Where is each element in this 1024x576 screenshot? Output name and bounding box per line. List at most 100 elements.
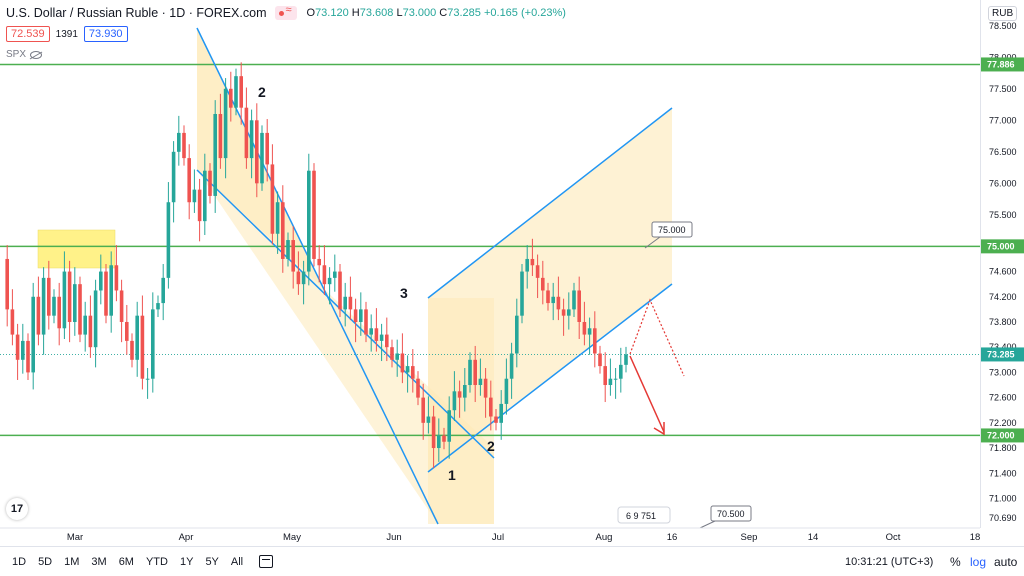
- sell-button[interactable]: 72.539: [6, 26, 50, 42]
- price-axis[interactable]: 78.500 78.000 77.500 77.000 76.500 76.000 75.5…: [980, 0, 1024, 528]
- ohlc-values: O73.120 H73.608 L73.000 C73.285 +0.165 (…: [307, 7, 566, 19]
- price-tick-6: 75.500: [989, 210, 1017, 220]
- candle-body: [431, 416, 436, 449]
- candle-body: [619, 364, 623, 379]
- indicator-name[interactable]: SPX: [6, 49, 27, 60]
- price-axis-labels: 78.500 78.000 77.500 77.000 76.500 76.000 75.5…: [981, 21, 1024, 523]
- level-tag-label-2: 72.000: [987, 430, 1015, 440]
- candle-body: [291, 240, 295, 272]
- level-tag-0: [981, 57, 1024, 72]
- range-1m[interactable]: 1M: [64, 555, 80, 568]
- range-5d[interactable]: 5D: [38, 555, 53, 568]
- candle-body: [468, 359, 472, 386]
- percent-toggle[interactable]: %: [950, 555, 961, 569]
- low-label: L: [396, 7, 403, 19]
- chart-area[interactable]: 2 3 1 2 75.000 70.500 6 9 751 Mar Apr May Jun Jul Au…: [0, 0, 980, 543]
- log-toggle[interactable]: log: [970, 555, 987, 569]
- candle-body: [161, 277, 165, 304]
- forecast-dotted-path: [629, 298, 685, 377]
- candle-body: [494, 416, 498, 423]
- candle-body: [182, 132, 186, 159]
- range-6m[interactable]: 6M: [118, 555, 134, 568]
- candle-body: [561, 309, 566, 316]
- candle-body: [36, 296, 41, 335]
- range-5y[interactable]: 5Y: [205, 555, 219, 568]
- spread-value: 1391: [55, 28, 78, 40]
- current-price-tag: [981, 347, 1024, 362]
- candle-body: [145, 378, 150, 380]
- level-tag-label-1: 75.000: [987, 241, 1015, 251]
- candle-body: [275, 202, 280, 234]
- candle-body: [317, 258, 321, 266]
- clock-time[interactable]: 10:31:21 (UTC+3): [845, 556, 934, 568]
- candle-body: [99, 271, 103, 291]
- range-ytd[interactable]: YTD: [145, 555, 168, 568]
- price-chart[interactable]: 2 3 1 2 75.000 70.500 6 9 751 Mar Apr May Jun Jul Au…: [0, 0, 980, 546]
- date-tick-10: 18: [970, 532, 980, 543]
- bottom-toolbar: 1D 5D 1M 3M 6M YTD 1Y 5Y All 10:31:21 (U…: [0, 546, 1024, 576]
- range-1y[interactable]: 1Y: [179, 555, 194, 568]
- candle-body: [10, 309, 15, 335]
- candle-body: [624, 354, 628, 365]
- candle-body: [229, 88, 233, 108]
- calendar-icon[interactable]: [259, 555, 274, 568]
- market-status-icon[interactable]: [274, 4, 297, 20]
- candle-body: [447, 410, 451, 442]
- candle-body: [504, 378, 509, 404]
- forecast-down-arrow: [629, 355, 665, 433]
- currency-select[interactable]: RUB: [988, 6, 1018, 21]
- candle-body: [31, 296, 35, 373]
- candle-body: [385, 334, 389, 348]
- callout-label-0: 75.000: [658, 225, 686, 235]
- high-label: H: [351, 7, 360, 19]
- open-value: 73.120: [315, 7, 349, 19]
- range-1d[interactable]: 1D: [12, 555, 27, 568]
- date-tick-7: Sep: [741, 532, 758, 543]
- auto-toggle[interactable]: auto: [994, 555, 1018, 569]
- wave-label-2: 1: [448, 467, 456, 483]
- price-tick-11: 73.400: [989, 342, 1017, 352]
- candle-body: [26, 340, 30, 373]
- candle-body: [598, 353, 602, 367]
- candle-body: [244, 107, 249, 159]
- candle-body: [551, 296, 555, 304]
- candle-body: [442, 435, 446, 442]
- date-tick-5: Aug: [596, 532, 613, 543]
- candle-body: [135, 315, 139, 360]
- symbol-title[interactable]: U.S. Dollar / Russian Ruble · 1D · FOREX…: [6, 6, 267, 20]
- candle-body: [509, 353, 514, 379]
- indicator-legend: SPX: [6, 49, 43, 60]
- events-badge-label: 6 9 751: [626, 511, 656, 521]
- trade-prices: 72.539 1391 73.930: [6, 26, 128, 42]
- callout-pointer-0: [644, 236, 661, 249]
- chart-header: U.S. Dollar / Russian Ruble · 1D · FOREX…: [6, 4, 566, 20]
- price-tick-14: 72.200: [989, 418, 1017, 428]
- candle-body: [541, 277, 545, 291]
- candle-body: [62, 271, 67, 329]
- candle-body: [109, 265, 113, 316]
- hidden-eye-icon[interactable]: [30, 50, 43, 59]
- candle-body: [520, 271, 524, 316]
- close-value: 73.285: [447, 7, 481, 19]
- candle-body: [478, 378, 483, 386]
- candle-body: [473, 359, 477, 386]
- candle-body: [171, 151, 176, 203]
- callout-label-1: 70.500: [717, 509, 745, 519]
- candle-body: [239, 76, 243, 108]
- range-3m[interactable]: 3M: [91, 555, 107, 568]
- candle-body: [104, 271, 108, 316]
- tradingview-logo[interactable]: 17: [6, 498, 28, 520]
- candle-body: [603, 366, 607, 386]
- candle-body: [457, 391, 462, 398]
- range-all[interactable]: All: [230, 555, 244, 568]
- candle-body: [515, 315, 519, 354]
- buy-button[interactable]: 73.930: [83, 26, 128, 42]
- candle-body: [359, 309, 363, 322]
- candle-body: [296, 271, 301, 285]
- candle-body: [343, 296, 347, 310]
- candle-body: [426, 416, 431, 423]
- candle-body: [582, 321, 587, 335]
- wave-label-1: 3: [400, 285, 408, 301]
- candle-body: [327, 277, 332, 285]
- up-channel-lower: [427, 283, 673, 473]
